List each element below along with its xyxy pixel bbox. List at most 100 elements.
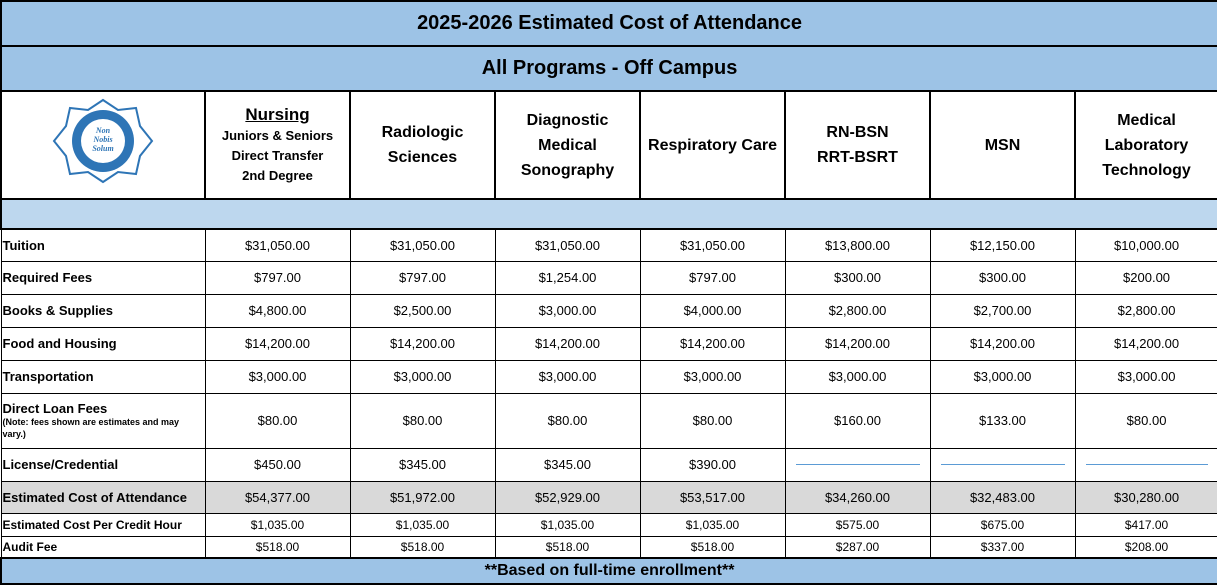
cell-value: $14,200.00 (679, 336, 746, 351)
cell-value: $797.00 (689, 270, 736, 285)
cell-value: $31,050.00 (534, 237, 601, 253)
cell-value: $31,050.00 (389, 237, 456, 253)
blank-line (795, 464, 920, 465)
row-label-text: Direct Loan Fees (2, 401, 108, 416)
cell: $13,800.00 (784, 228, 931, 262)
cell: $2,800.00 (1074, 293, 1217, 328)
cell-value: $2,800.00 (828, 303, 887, 318)
cell: $1,035.00 (639, 512, 786, 537)
cell: $160.00 (784, 392, 931, 449)
column-line: RN-BSN (826, 124, 889, 141)
column-line: Radiologic (381, 124, 464, 141)
column-header: Radiologic Sciences (349, 90, 496, 200)
row-label-text: Estimated Cost of Attendance (2, 489, 187, 505)
column-title: Nursing (245, 105, 310, 124)
column-header: Diagnostic Medical Sonography (494, 90, 641, 200)
cell: $4,800.00 (204, 293, 351, 328)
cell-value: $80.00 (402, 413, 443, 428)
cell-value: $200.00 (1123, 270, 1171, 285)
row-label: Books & Supplies (0, 293, 206, 328)
row-label: Tuition (0, 228, 206, 262)
cell: $80.00 (494, 392, 641, 449)
cell: $31,050.00 (204, 228, 351, 262)
cell: $2,700.00 (929, 293, 1076, 328)
cell-value: $80.00 (547, 413, 588, 428)
cell-value: $287.00 (835, 539, 880, 554)
logo-motto: Solum (92, 144, 113, 153)
cell-value: $3,000.00 (248, 369, 307, 384)
cell-value: $2,500.00 (393, 303, 452, 318)
row-label-text: Food and Housing (2, 336, 117, 351)
cell: $14,200.00 (929, 326, 1076, 361)
row: Tuition $31,050.00 $31,050.00 $31,050.00 $31… (0, 228, 1217, 262)
cell: $80.00 (204, 392, 351, 449)
column-line: Medical (538, 136, 597, 154)
cell: $3,000.00 (929, 359, 1076, 394)
cell: $31,050.00 (639, 228, 786, 262)
column-header: MSN (929, 90, 1076, 200)
cell: $4,000.00 (639, 293, 786, 328)
cell: $208.00 (1074, 535, 1217, 559)
cell-value: $14,200.00 (1114, 336, 1180, 351)
row: Estimated Cost Per Credit Hour $1,035.00 $… (0, 512, 1217, 537)
cell: $80.00 (639, 392, 786, 449)
cell-value: $14,200.00 (969, 336, 1036, 351)
column-line: Laboratory (1104, 136, 1189, 154)
row-label: License/Credential (0, 447, 206, 482)
spacer (0, 198, 1217, 230)
cell-value: $54,377.00 (244, 489, 311, 505)
cell-value: $345.00 (544, 457, 591, 472)
cell-value: $450.00 (254, 457, 301, 472)
cell-value: $390.00 (689, 457, 736, 472)
cell-value: $14,200.00 (244, 336, 311, 351)
cell-value: $345.00 (399, 457, 446, 472)
cell: $14,200.00 (349, 326, 496, 361)
cell-value: $80.00 (692, 413, 733, 428)
cell: $3,000.00 (349, 359, 496, 394)
cell: $450.00 (204, 447, 351, 482)
cell: $14,200.00 (639, 326, 786, 361)
cell-value: $2,800.00 (1117, 303, 1176, 318)
cell (1074, 447, 1217, 482)
cell: $80.00 (349, 392, 496, 449)
row: Audit Fee $518.00 $518.00 $518.00 $518.00 $28… (0, 535, 1217, 559)
cell: $797.00 (204, 260, 351, 295)
cell-value: $80.00 (257, 413, 298, 428)
cell: $390.00 (639, 447, 786, 482)
cell-value: $2,700.00 (973, 303, 1032, 318)
column-detail: Direct Transfer (231, 148, 324, 163)
cell: $80.00 (1074, 392, 1217, 449)
cell: $2,500.00 (349, 293, 496, 328)
cell-value: $14,200.00 (824, 336, 891, 351)
row: Food and Housing $14,200.00 $14,200.00 $14,… (0, 326, 1217, 361)
cell-value: $3,000.00 (828, 369, 887, 384)
cell-value: $1,035.00 (540, 517, 595, 532)
cell-value: $675.00 (980, 517, 1025, 532)
row-label: Estimated Cost Per Credit Hour (0, 512, 206, 537)
cell: $10,000.00 (1074, 228, 1217, 262)
cell-value: $32,483.00 (969, 489, 1036, 505)
row: License/Credential $450.00 $345.00 $345.00 $… (0, 447, 1217, 482)
row: Required Fees $797.00 $797.00 $1,254.00 $797… (0, 260, 1217, 295)
cell: $34,260.00 (784, 480, 931, 514)
cell: $14,200.00 (1074, 326, 1217, 361)
cell: $133.00 (929, 392, 1076, 449)
cell-value: $80.00 (1126, 413, 1167, 428)
logo-motto: Non (95, 126, 111, 135)
cell-value: $575.00 (835, 517, 880, 532)
cell: $518.00 (639, 535, 786, 559)
cell: $51,972.00 (349, 480, 496, 514)
cell: $53,517.00 (639, 480, 786, 514)
cell: $52,929.00 (494, 480, 641, 514)
column-line: Diagnostic (526, 111, 609, 129)
column-line: RRT-BSRT (817, 149, 898, 166)
row: Direct Loan Fees (Note: fees shown are es… (0, 392, 1217, 449)
cell-value: $3,000.00 (538, 369, 597, 384)
column-line: Medical (1117, 111, 1176, 129)
cell-value: $3,000.00 (538, 303, 597, 318)
cell: $797.00 (639, 260, 786, 295)
cell: $54,377.00 (204, 480, 351, 514)
cell-value: $4,800.00 (248, 303, 307, 318)
cell-value: $31,050.00 (244, 237, 311, 253)
